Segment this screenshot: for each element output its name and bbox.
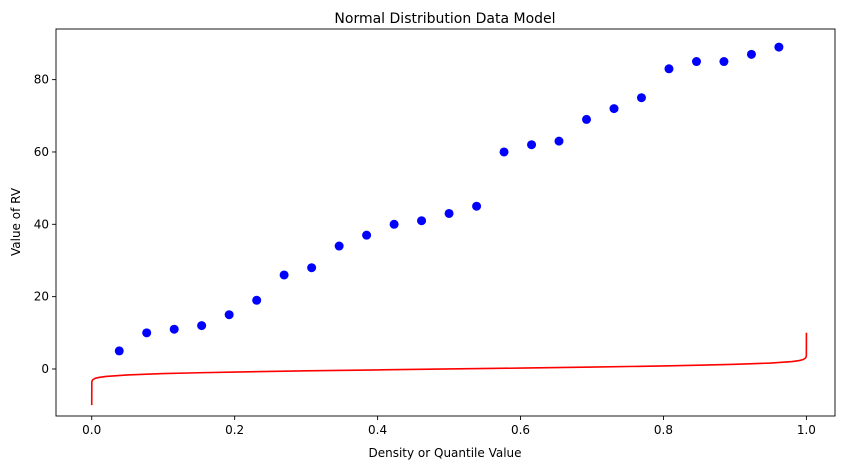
x-axis-ticks: 0.0 0.2 0.4 0.6 0.8 1.0 [82, 416, 816, 437]
x-tick-label: 0.4 [368, 423, 387, 437]
data-point [307, 263, 317, 273]
data-point [169, 324, 179, 334]
plot-area-frame [55, 28, 836, 417]
y-tick-label: 40 [34, 217, 49, 231]
x-tick-label: 1.0 [797, 423, 816, 437]
data-point [444, 208, 454, 218]
data-point [664, 64, 674, 74]
scatter-point-series [114, 42, 784, 356]
data-point [389, 219, 399, 229]
y-tick-label: 20 [34, 290, 49, 304]
x-axis-label: Density or Quantile Value [368, 446, 521, 460]
y-axis-ticks: 0 20 40 60 80 [34, 73, 56, 376]
data-point [472, 201, 482, 211]
y-tick-label: 0 [41, 362, 49, 376]
data-point [582, 114, 592, 124]
data-point [362, 230, 372, 240]
data-point [527, 140, 537, 150]
y-tick-label: 80 [34, 73, 49, 87]
data-point [114, 346, 124, 356]
data-point [774, 42, 784, 52]
data-point [417, 216, 427, 226]
quantile-line-series [90, 332, 808, 406]
data-point [252, 295, 262, 305]
data-point [499, 147, 509, 157]
data-point [224, 310, 234, 320]
data-point [142, 328, 152, 338]
x-tick-label: 0.6 [511, 423, 530, 437]
x-tick-label: 0.0 [82, 423, 101, 437]
data-point [279, 270, 289, 280]
data-point [636, 93, 646, 103]
data-point [691, 57, 701, 67]
x-tick-label: 0.2 [225, 423, 244, 437]
chart-title: Normal Distribution Data Model [334, 11, 555, 27]
data-point [609, 104, 619, 114]
data-point [746, 49, 756, 59]
y-tick-label: 60 [34, 145, 49, 159]
x-tick-label: 0.8 [654, 423, 673, 437]
data-point [197, 321, 207, 331]
quantile-curve [90, 332, 808, 406]
data-point [719, 57, 729, 67]
data-point [554, 136, 564, 146]
data-point [334, 241, 344, 251]
y-axis-label: Value of RV [9, 187, 23, 256]
